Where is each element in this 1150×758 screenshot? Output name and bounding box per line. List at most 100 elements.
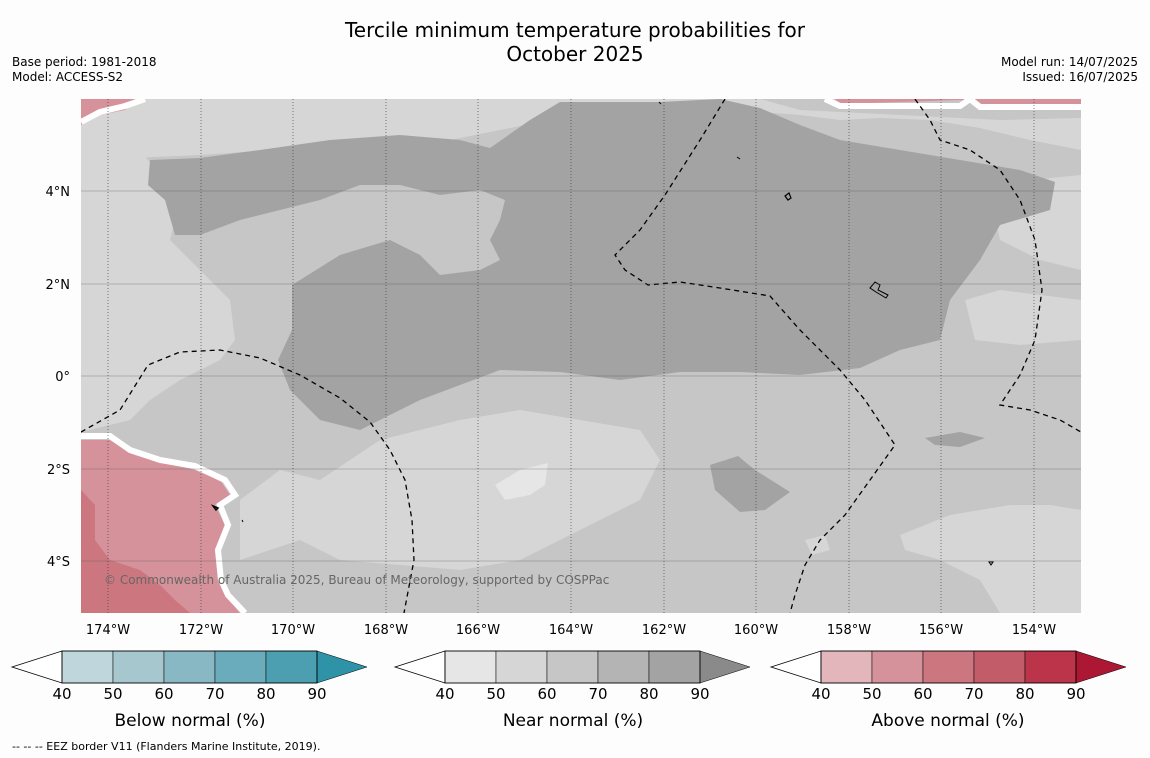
colorbar-tick: 90 bbox=[1066, 685, 1085, 703]
map-plot-area: © Commonwealth of Australia 2025, Bureau… bbox=[81, 99, 1081, 613]
chart-title: Tercile minimum temperature probabilitie… bbox=[0, 18, 1150, 66]
colorbar-swatch bbox=[546, 650, 599, 684]
near-normal-40-50-southeast-patch bbox=[805, 535, 830, 555]
colorbar-label: Near normal (%) bbox=[503, 711, 643, 731]
lat-label: 2°S bbox=[47, 463, 70, 478]
near-normal-40-50-southeast bbox=[900, 505, 1081, 613]
island-outline bbox=[210, 504, 220, 512]
lat-label: 4°S bbox=[47, 555, 70, 570]
near-normal-40-50-southwest bbox=[240, 470, 320, 560]
near-normal-40-50-east bbox=[965, 290, 1081, 345]
near-normal-60-70-island-patch bbox=[710, 456, 790, 512]
colorbar-below-normal: 40 50 60 70 80 90 Below normal (%) bbox=[10, 650, 368, 731]
colorbar-label: Above normal (%) bbox=[871, 711, 1024, 731]
near-normal-40-50-south bbox=[290, 410, 660, 570]
colorbar-tick: 80 bbox=[639, 685, 658, 703]
title-line-1: Tercile minimum temperature probabilitie… bbox=[344, 18, 806, 42]
colorbar-tick: 80 bbox=[256, 685, 275, 703]
title-line-2: October 2025 bbox=[506, 42, 644, 66]
colorbar-tick: 40 bbox=[52, 685, 71, 703]
lon-label: 164°W bbox=[549, 623, 593, 638]
lon-label: 156°W bbox=[919, 623, 963, 638]
issued-label: Issued: 16/07/2025 bbox=[1022, 70, 1138, 84]
colorbar-max-extend bbox=[1075, 650, 1127, 684]
island-outline bbox=[869, 281, 889, 299]
colorbar-swatch bbox=[820, 650, 873, 684]
near-normal-40-50-west bbox=[81, 150, 235, 432]
colorbar-max-extend bbox=[699, 650, 751, 684]
colorbar-tick: 90 bbox=[307, 685, 326, 703]
colorbar-swatch bbox=[973, 650, 1026, 684]
colorbar-swatch bbox=[444, 650, 497, 684]
colorbar-swatch bbox=[214, 650, 267, 684]
lon-label: 170°W bbox=[271, 623, 315, 638]
colorbar-tick: 70 bbox=[205, 685, 224, 703]
model-label: Model: ACCESS-S2 bbox=[12, 70, 124, 84]
latitude-labels: 4°N 2°N 0° 2°S 4°S bbox=[46, 185, 71, 570]
colorbar-tick: 50 bbox=[103, 685, 122, 703]
colorbar-tick: 40 bbox=[435, 685, 454, 703]
model-run-label: Model run: 14/07/2025 bbox=[1000, 55, 1138, 69]
eez-border bbox=[614, 99, 896, 613]
lon-label: 166°W bbox=[456, 623, 500, 638]
colorbar-tick: 50 bbox=[486, 685, 505, 703]
eez-footnote: -- -- -- EEZ border V11 (Flanders Marine… bbox=[12, 740, 321, 753]
island-outline bbox=[736, 156, 741, 160]
lon-label: 168°W bbox=[364, 623, 408, 638]
colorbar-min-extend bbox=[393, 650, 446, 684]
colorbar-tick: 70 bbox=[964, 685, 983, 703]
above-normal-boundary bbox=[81, 433, 248, 613]
eez-border bbox=[81, 349, 415, 613]
near-normal-below-40-patch bbox=[495, 463, 548, 500]
longitude-labels: 174°W 172°W 170°W 168°W 166°W 164°W 162°… bbox=[86, 623, 1056, 638]
lon-label: 158°W bbox=[827, 623, 871, 638]
colorbar-swatch bbox=[495, 650, 548, 684]
above-normal-boundary-ne bbox=[823, 99, 1081, 110]
above-normal-boundary-nw bbox=[81, 99, 146, 125]
eez-border bbox=[914, 99, 1081, 433]
colorbar-swatch bbox=[112, 650, 165, 684]
colorbar-tick: 70 bbox=[588, 685, 607, 703]
colorbar-min-extend bbox=[10, 650, 63, 684]
colorbar-above-normal: 40 50 60 70 80 90 Above normal (%) bbox=[769, 650, 1127, 731]
colorbar-swatch bbox=[265, 650, 318, 684]
meta-left: Base period: 1981-2018 Model: ACCESS-S2 bbox=[12, 55, 157, 85]
colorbar-near-normal: 40 50 60 70 80 90 Near normal (%) bbox=[393, 650, 751, 731]
colorbar-max-extend bbox=[316, 650, 368, 684]
colorbar-swatch bbox=[648, 650, 701, 684]
colorbar-swatch bbox=[597, 650, 650, 684]
near-normal-60-70-north bbox=[148, 99, 1055, 430]
lat-label: 4°N bbox=[46, 185, 71, 200]
lon-label: 154°W bbox=[1012, 623, 1056, 638]
meta-right: Model run: 14/07/2025 Issued: 16/07/2025 bbox=[1001, 55, 1138, 85]
above-normal-40-50-northeast bbox=[835, 99, 1081, 104]
lon-label: 162°W bbox=[642, 623, 686, 638]
lon-label: 172°W bbox=[179, 623, 223, 638]
island-outline bbox=[241, 519, 244, 523]
colorbar-tick: 40 bbox=[811, 685, 830, 703]
colorbar-swatch bbox=[163, 650, 216, 684]
colorbar-tick: 60 bbox=[537, 685, 556, 703]
colorbar-tick: 90 bbox=[690, 685, 709, 703]
island-outline bbox=[784, 192, 792, 201]
colorbar-swatch bbox=[871, 650, 924, 684]
colorbar-tick: 80 bbox=[1015, 685, 1034, 703]
base-period-label: Base period: 1981-2018 bbox=[12, 55, 157, 69]
near-normal-60-70-east-patch bbox=[925, 432, 985, 447]
colorbar-tick: 50 bbox=[862, 685, 881, 703]
lon-label: 160°W bbox=[734, 623, 778, 638]
lat-label: 0° bbox=[55, 370, 70, 385]
colorbar-swatch bbox=[922, 650, 975, 684]
lon-label: 174°W bbox=[86, 623, 130, 638]
copyright-text: © Commonwealth of Australia 2025, Bureau… bbox=[104, 573, 609, 587]
colorbar-label: Below normal (%) bbox=[115, 711, 266, 731]
colorbar-swatch bbox=[61, 650, 114, 684]
island-outline bbox=[988, 561, 994, 566]
colorbar-tick: 60 bbox=[154, 685, 173, 703]
gridlines bbox=[81, 99, 1081, 613]
island-outline bbox=[658, 101, 662, 105]
lat-label: 2°N bbox=[46, 278, 71, 293]
colorbar-swatch bbox=[1024, 650, 1077, 684]
colorbar-min-extend bbox=[769, 650, 822, 684]
